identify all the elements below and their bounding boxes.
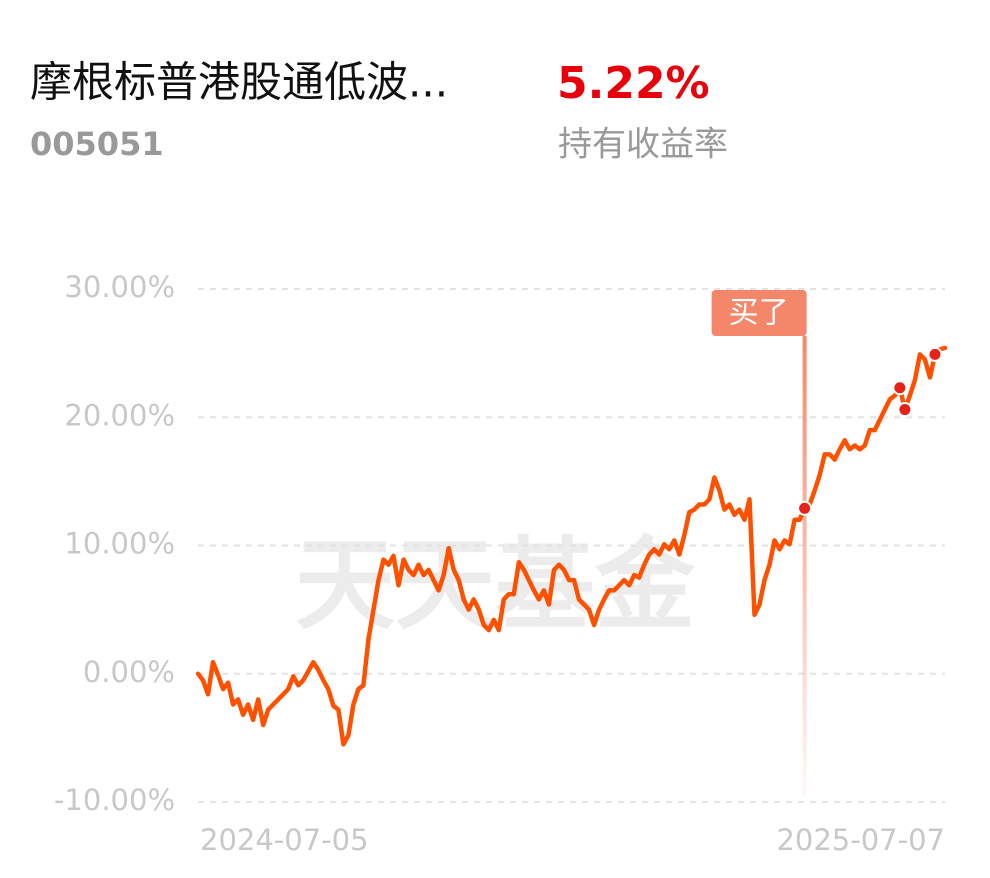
y-tick-label: 30.00% xyxy=(64,270,175,304)
x-tick-label: 2024-07-05 xyxy=(200,823,369,857)
annotation-line xyxy=(802,336,807,796)
highlight-dot xyxy=(897,402,913,418)
y-tick-label: 10.00% xyxy=(64,527,175,561)
x-tick-label: 2025-07-07 xyxy=(776,823,945,857)
fund-code: 005051 xyxy=(30,125,164,163)
return-value: 5.22% xyxy=(557,58,710,109)
y-tick-label: 0.00% xyxy=(83,655,175,689)
annotation-label: 买了 xyxy=(729,296,789,331)
annotation-box xyxy=(711,290,807,336)
highlight-dot xyxy=(927,346,943,362)
return-label: 持有收益率 xyxy=(558,125,728,165)
y-tick-label: 20.00% xyxy=(64,398,175,432)
y-tick-label: -10.00% xyxy=(54,783,175,817)
chart-title: 摩根标普港股通低波... xyxy=(30,58,448,107)
data-line xyxy=(195,345,948,747)
highlight-dot xyxy=(892,380,908,396)
highlight-dot xyxy=(797,500,813,516)
